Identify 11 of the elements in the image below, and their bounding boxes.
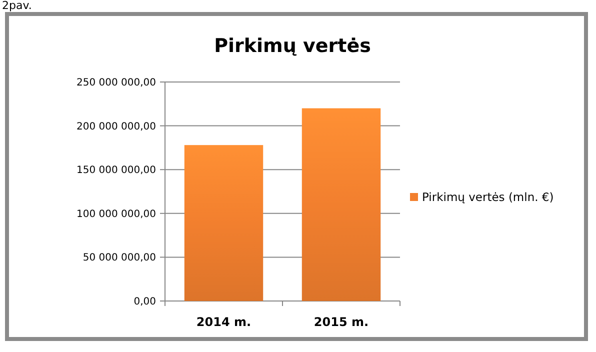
y-tick-label: 150 000 000,00 [76,165,156,176]
text: 2pav. [2,0,32,12]
legend-label: Pirkimų vertės (mln. €) [422,190,554,204]
x-tick-label: 2014 m. [196,315,252,329]
y-tick-label: 200 000 000,00 [76,121,156,132]
y-tick-label: 100 000 000,00 [76,208,156,220]
y-tick-label: 250 000 000,00 [76,78,156,88]
x-tick-label: 2015 m. [314,315,369,329]
chart-title: Pirkimų vertės [214,35,371,57]
y-tick-label: 0,00 [134,296,156,308]
y-tick-label: 50 000 000,00 [82,252,156,264]
